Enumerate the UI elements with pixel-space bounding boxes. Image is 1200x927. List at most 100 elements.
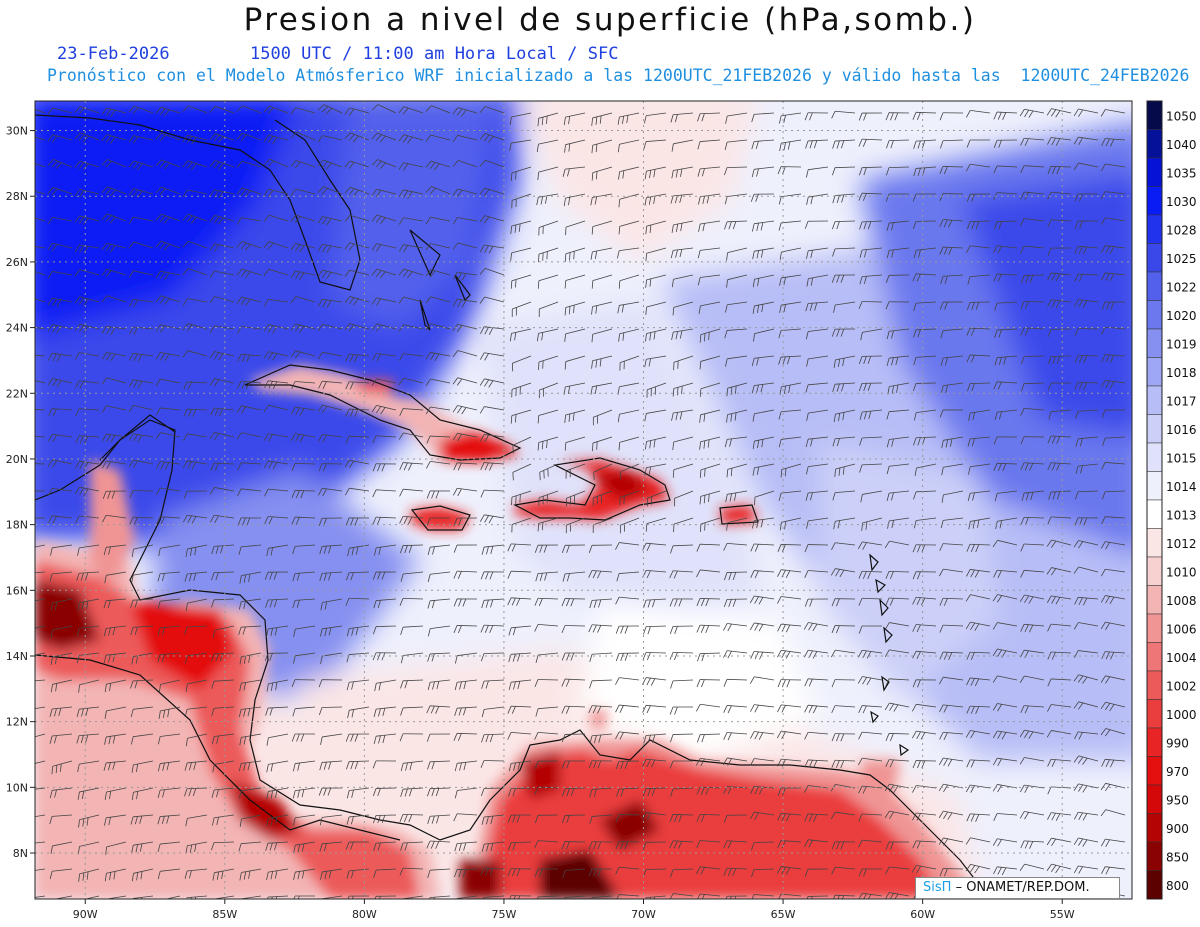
wind-barb-shaft <box>754 651 775 654</box>
wind-barb-shaft <box>268 706 289 709</box>
wind-barb-feather <box>837 358 841 368</box>
wind-barb-feather <box>1082 785 1088 793</box>
wind-barb-feather <box>264 572 269 580</box>
wind-barb-feather <box>696 679 701 688</box>
wind-barb-feather <box>490 546 494 554</box>
wind-barb-shaft <box>52 814 73 817</box>
wind-barb-feather <box>135 763 139 772</box>
wind-barb-feather <box>833 414 836 423</box>
wind-barb-feather <box>159 900 160 908</box>
wind-barb-feather <box>597 570 602 579</box>
wind-barb-shaft <box>457 242 478 249</box>
wind-barb-shaft <box>511 705 532 708</box>
wind-barb-feather <box>1020 624 1025 632</box>
wind-barb-feather <box>781 624 786 632</box>
wind-barb-feather <box>211 653 215 662</box>
wind-barb-feather <box>155 324 161 332</box>
wind-barb-shaft <box>592 598 613 601</box>
wind-barb-feather <box>210 462 215 471</box>
wind-barb-feather <box>781 813 786 821</box>
wind-barb-feather <box>48 408 53 416</box>
wind-barb-feather <box>327 787 332 796</box>
wind-barb-shaft <box>861 301 883 303</box>
wind-barb-feather <box>480 867 485 876</box>
wind-barb-feather <box>479 268 486 275</box>
wind-barb-shaft <box>295 544 316 547</box>
wind-barb-feather <box>540 196 543 205</box>
wind-barb-feather <box>293 655 296 664</box>
wind-barb-shaft <box>79 841 100 847</box>
wind-barb-feather <box>128 433 134 441</box>
wind-barb-feather <box>702 196 705 205</box>
wind-barb-feather <box>103 762 107 771</box>
wind-barb-feather <box>724 196 728 205</box>
wind-barb-shaft <box>1078 540 1099 546</box>
wind-barb-feather <box>269 707 273 716</box>
wind-barb-feather <box>431 490 435 499</box>
wind-barb-shaft <box>403 760 424 764</box>
wind-barb-feather <box>164 272 170 280</box>
wind-barb-feather <box>1029 463 1034 471</box>
wind-barb-feather <box>290 188 296 196</box>
wind-barb-shaft <box>781 569 802 573</box>
wind-barb-feather <box>484 434 489 443</box>
wind-barb-shaft <box>539 463 559 473</box>
wind-barb-feather <box>427 870 431 878</box>
wind-barb-feather <box>700 867 705 875</box>
wind-barb-feather <box>21 268 26 274</box>
wind-barb-feather <box>916 651 921 659</box>
wind-barb-feather <box>236 105 243 112</box>
wind-barb-feather <box>760 222 764 231</box>
wind-barb-feather <box>971 194 975 202</box>
wind-barb-shaft <box>1105 163 1126 168</box>
wind-barb-feather <box>1003 356 1007 365</box>
wind-barb-shaft <box>403 324 424 330</box>
wind-barb-shaft <box>754 595 775 600</box>
wind-barb-shaft <box>916 624 937 627</box>
wind-barb-feather <box>350 761 354 770</box>
wind-barb-shaft <box>295 814 316 819</box>
wind-barb-feather <box>570 598 575 607</box>
wind-barb-feather <box>25 766 26 774</box>
wind-barb-feather <box>155 240 162 248</box>
wind-barb-feather <box>188 762 192 771</box>
wind-barb-feather <box>479 106 486 113</box>
wind-barb-shaft <box>79 515 100 519</box>
wind-barb-feather <box>268 434 273 442</box>
wind-barb-feather <box>723 840 728 849</box>
wind-barb-feather <box>561 705 566 714</box>
wind-barb-shaft <box>214 325 235 330</box>
wind-barb-feather <box>508 763 512 772</box>
wind-barb-shaft <box>214 462 235 465</box>
wind-barb-feather <box>972 520 976 529</box>
wind-barb-feather <box>1028 110 1034 118</box>
wind-barb-feather <box>239 737 242 746</box>
wind-barb-feather <box>886 331 890 340</box>
wind-barb-feather <box>487 136 494 143</box>
wind-barb-feather <box>965 621 971 630</box>
wind-barb-feather <box>291 463 296 471</box>
wind-barb-feather <box>726 414 728 423</box>
wind-barb-feather <box>399 408 404 416</box>
wind-barb-feather <box>47 459 53 467</box>
wind-barb-feather <box>355 546 359 555</box>
wind-barb-shaft <box>403 706 424 709</box>
wind-barb-shaft <box>1051 490 1072 493</box>
wind-barb-feather <box>128 160 135 168</box>
wind-barb-feather <box>777 704 782 713</box>
wind-barb-feather <box>130 736 134 745</box>
wind-barb-feather <box>913 140 917 149</box>
wind-barb-shaft <box>79 106 100 114</box>
wind-barb-shaft <box>970 569 991 573</box>
wind-barb-feather <box>885 841 890 850</box>
wind-barb-feather <box>779 522 782 531</box>
wind-barb-feather <box>622 170 625 179</box>
wind-barb-shaft <box>943 651 964 654</box>
wind-barb-shaft <box>52 433 73 438</box>
wind-barb-shaft <box>970 705 991 708</box>
wind-barb-feather <box>1100 621 1106 630</box>
wind-barb-feather <box>782 166 786 175</box>
lon-tick-label: 85W <box>212 908 237 921</box>
wind-barb-feather <box>377 788 381 797</box>
wind-barb-feather <box>351 709 354 718</box>
